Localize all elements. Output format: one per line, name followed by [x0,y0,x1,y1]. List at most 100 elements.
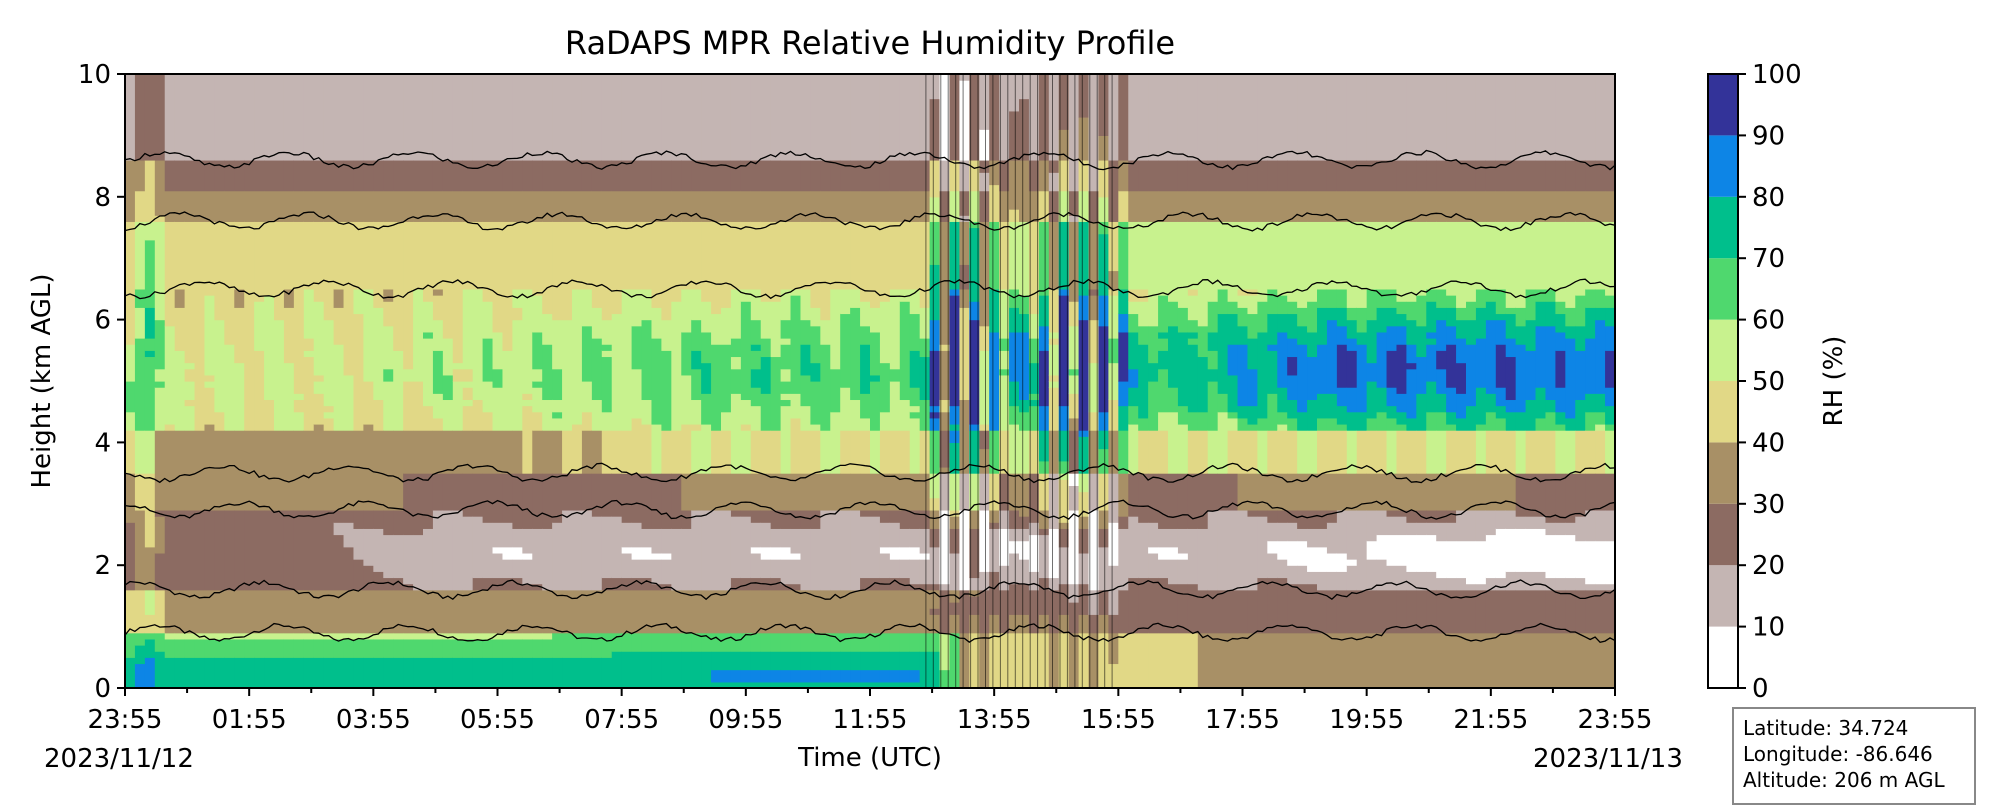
rh-contour-cell [1426,589,1437,634]
rh-contour-cell [949,528,960,554]
rh-contour-cell [949,473,960,511]
rh-contour-cell [651,589,662,634]
rh-contour-cell [512,638,523,658]
rh-contour-cell [989,522,1000,529]
rh-contour-cell [1287,417,1298,431]
rh-contour-cell [1277,159,1288,192]
rh-contour-cell [641,423,653,474]
rh-contour-cell [1426,221,1437,290]
rh-contour-cell [730,516,742,579]
rh-contour-cell [1009,509,1020,529]
rh-contour-cell [1426,338,1437,345]
rh-contour-cell [1575,159,1586,192]
rh-contour-cell [909,405,921,413]
rh-contour-cell [820,430,831,474]
rh-contour-cell [1565,632,1576,688]
rh-contour-cell [1456,74,1467,161]
rh-contour-cell [144,338,156,351]
rh-contour-cell [1595,74,1606,161]
rh-contour-cell [1287,583,1298,634]
rh-contour-cell [810,528,821,591]
rh-contour-cell [671,528,682,591]
rh-contour-cell [1346,307,1358,321]
rh-contour-cell [1426,344,1437,382]
rh-contour-cell [1048,528,1060,579]
rh-contour-cell [1048,221,1060,290]
rh-contour-cell [989,288,1000,333]
rh-contour-cell [1138,221,1149,290]
rh-contour-cell [1257,632,1268,688]
rh-contour-cell [681,190,692,222]
rh-contour-cell [810,669,821,683]
rh-contour-cell [184,362,196,370]
rh-contour-cell [1545,411,1556,431]
rh-contour-cell [601,411,613,431]
rh-contour-cell [1247,423,1258,431]
rh-contour-cell [542,399,553,431]
rh-contour-cell [1168,411,1179,474]
rh-contour-cell [879,632,891,652]
rh-contour-cell [144,74,156,161]
rh-contour-cell [1555,159,1566,192]
rh-contour-cell [1565,221,1576,308]
rh-contour-cell [1317,288,1328,308]
rh-contour-cell [403,534,414,585]
rh-contour-cell [1416,295,1427,327]
rh-contour-cell [1396,632,1407,688]
rh-contour-cell [800,190,811,222]
rh-contour-cell [929,528,941,548]
rh-contour-cell [800,528,811,591]
rh-contour-cell [1366,288,1378,321]
rh-contour-cell [413,589,424,634]
rh-contour-cell [1108,295,1119,339]
rh-contour-cell [1197,221,1209,327]
rh-contour-cell [929,264,941,321]
rh-contour-cell [1456,632,1467,688]
rh-contour-cell [1158,368,1169,413]
rh-contour-cell [1555,350,1566,388]
rh-contour-cell [1098,546,1109,591]
rh-contour-cell [830,411,841,474]
rh-contour-cell [1038,405,1050,431]
rh-contour-cell [601,430,613,474]
rh-contour-cell [403,473,414,536]
rh-contour-cell [1406,509,1417,523]
rh-contour-cell [1148,221,1159,327]
rh-contour-cell [492,221,504,333]
rh-contour-cell [343,589,355,634]
rh-contour-cell [1048,632,1060,688]
rh-contour-cell [264,638,275,658]
rh-contour-cell [1436,509,1447,523]
rh-contour-cell [1535,387,1547,419]
rh-contour-cell [661,552,672,560]
rh-contour-cell [552,190,563,222]
rh-contour-cell [134,589,146,634]
rh-contour-cell [1406,430,1417,474]
rh-contour-cell [283,221,295,290]
rh-contour-line [125,278,1615,300]
rh-contour-cell [899,399,911,431]
rh-contour-cell [790,417,802,474]
rh-contour-cell [1346,559,1358,566]
rh-contour-cell [472,190,484,222]
rh-contour-cell [810,159,821,192]
x-tick-label: 21:55 [1453,705,1528,735]
rh-contour-cell [591,190,603,222]
rh-contour-cell [1207,301,1219,333]
rh-contour-cell [840,387,851,431]
rh-contour-cell [959,589,970,634]
rh-contour-cell [989,74,1000,161]
rh-contour-cell [1217,190,1229,222]
rh-contour-cell [651,552,662,560]
rh-contour-cell [1128,516,1139,579]
rh-contour-cell [1257,516,1268,579]
rh-contour-cell [840,669,851,683]
rh-contour-cell [1386,159,1398,192]
rh-contour-cell [919,399,931,431]
rh-contour-cell [303,190,315,222]
rh-contour-cell [1396,221,1407,302]
rh-contour-cell [1466,221,1477,302]
rh-contour-cell [1565,417,1576,431]
rh-contour-cell [750,405,762,431]
rh-contour-cell [760,509,772,523]
